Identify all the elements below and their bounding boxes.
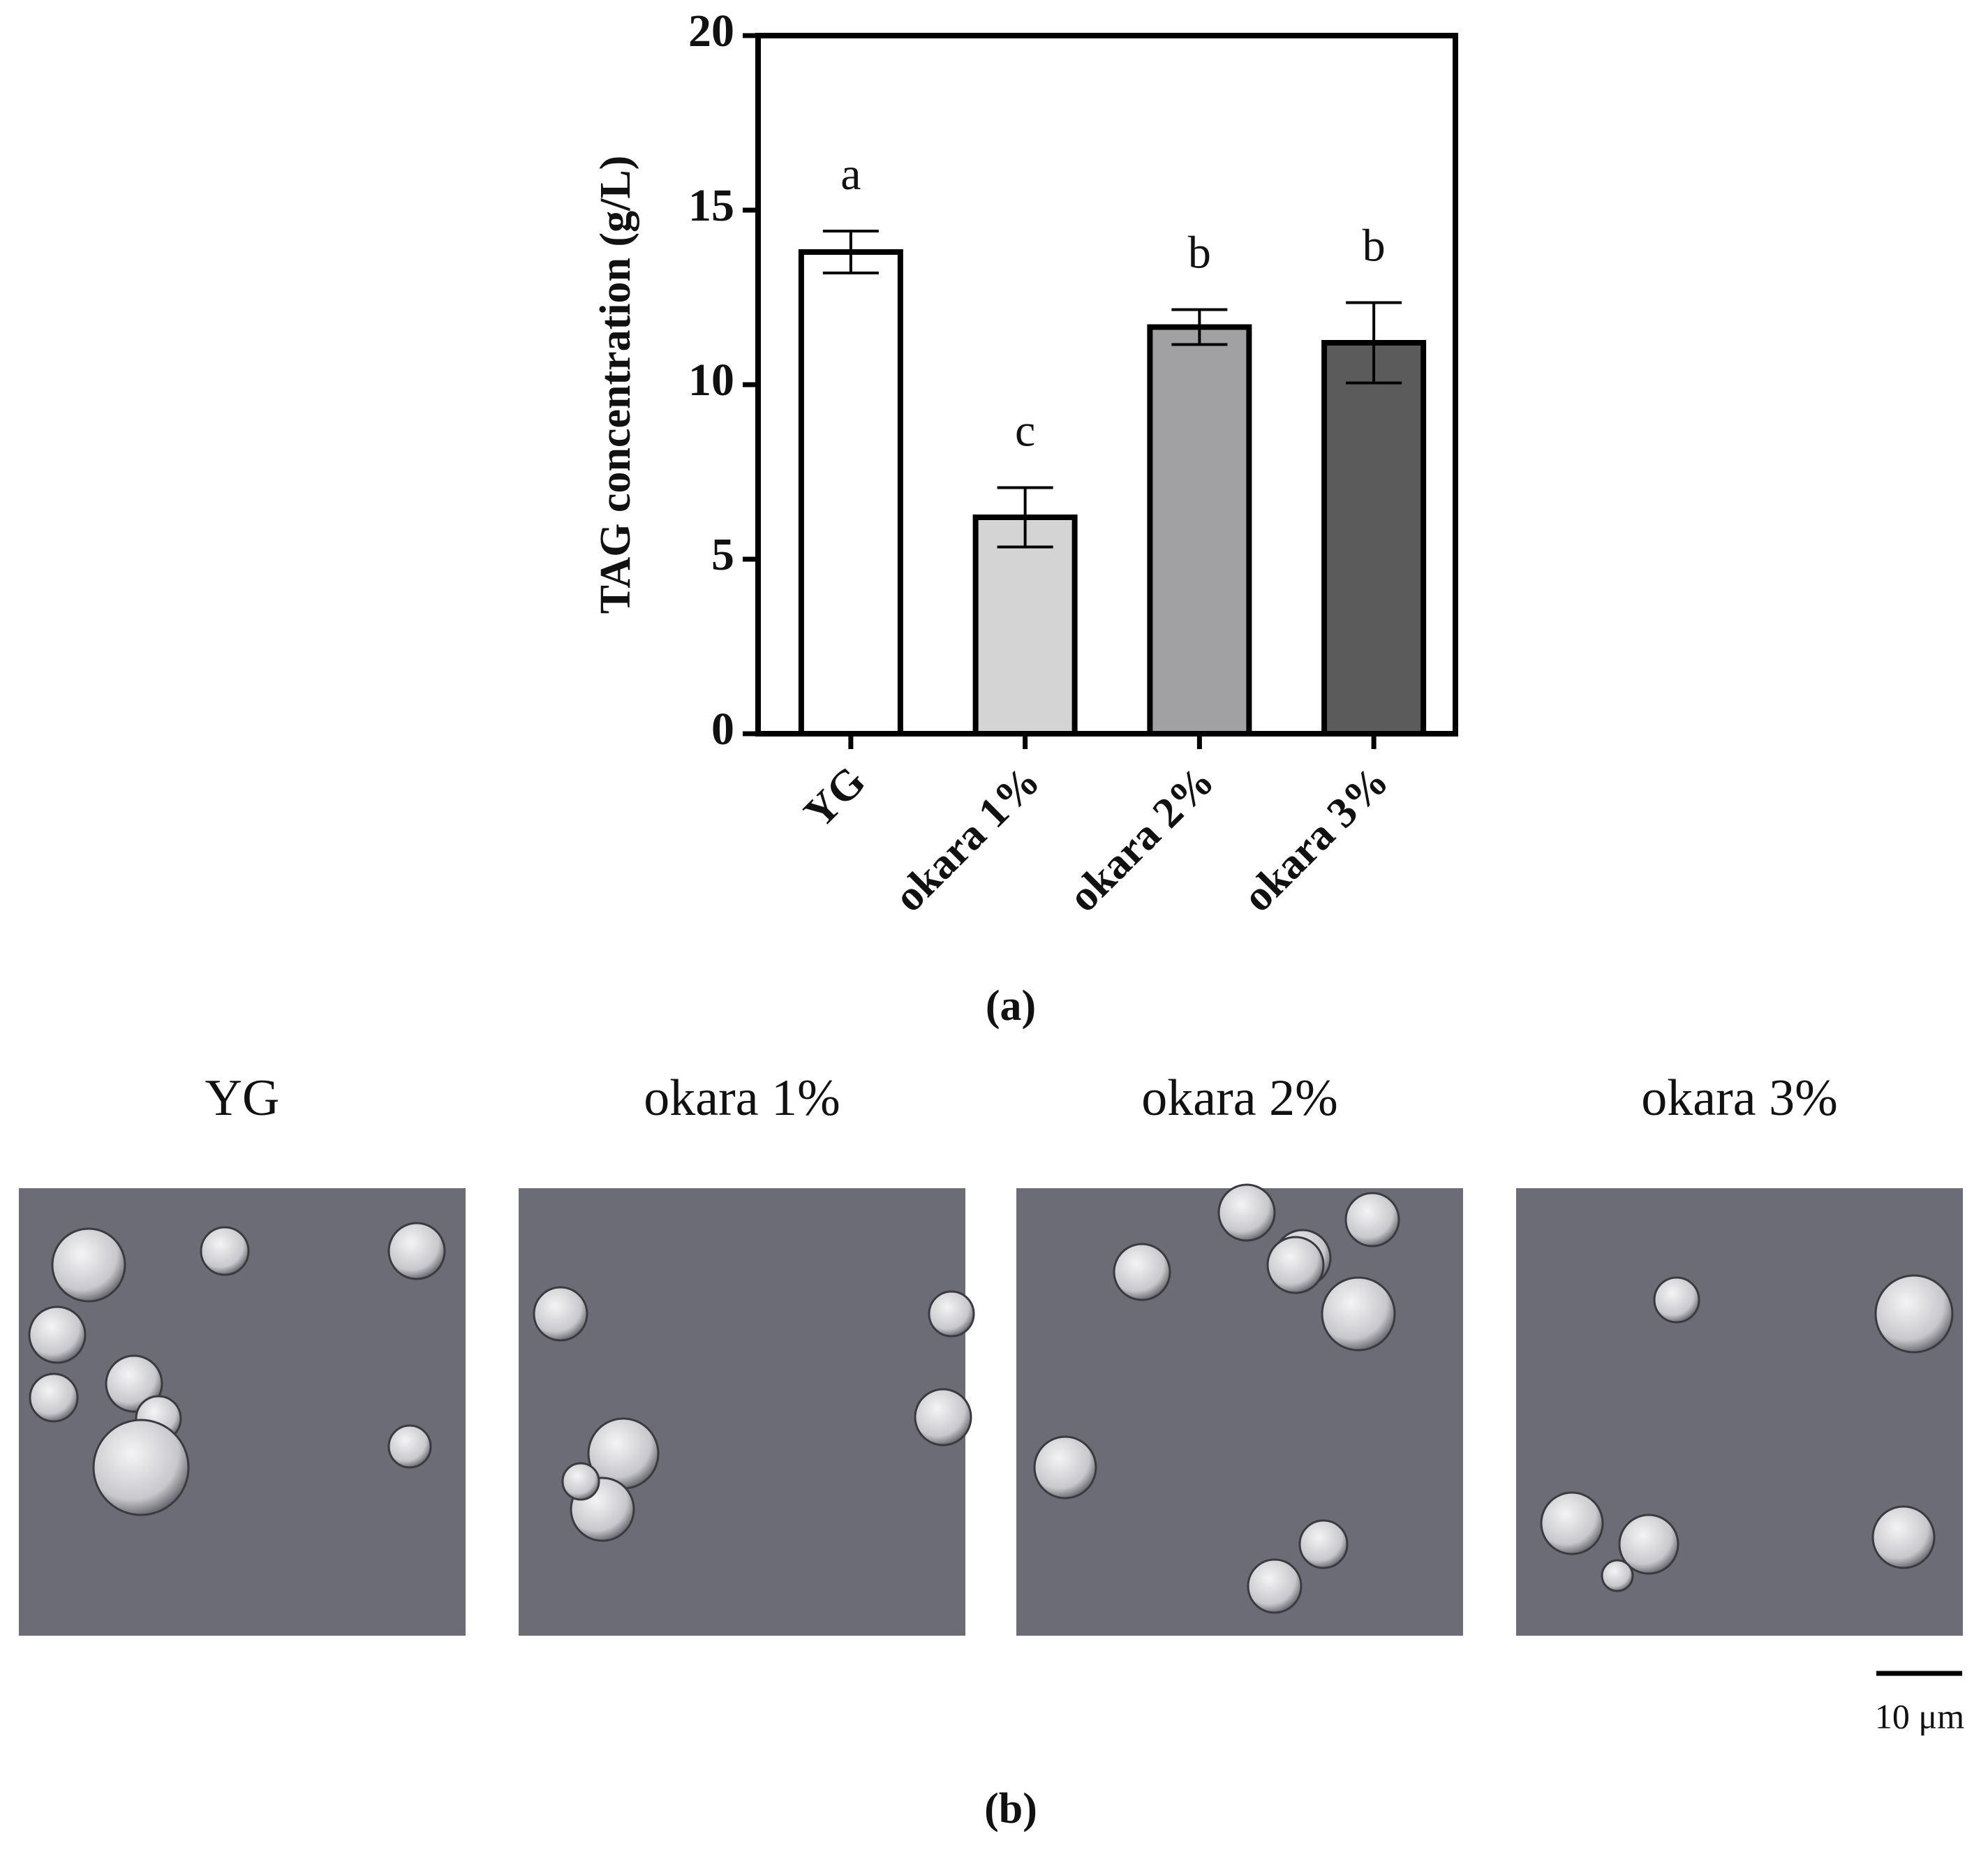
cell xyxy=(1247,1558,1303,1614)
x-tick-label: okara 1% xyxy=(885,757,1048,921)
micrograph xyxy=(519,1188,965,1636)
significance-letter: b xyxy=(1188,228,1211,279)
bar xyxy=(972,515,1078,737)
micrograph-title: okara 3% xyxy=(1641,1070,1837,1127)
error-bar xyxy=(1346,301,1402,385)
micrograph-title: okara 1% xyxy=(644,1070,840,1127)
cell xyxy=(1298,1519,1349,1569)
cell xyxy=(1618,1514,1679,1575)
micrograph xyxy=(1516,1188,1963,1636)
y-tick-label: 10 xyxy=(688,355,734,406)
cell xyxy=(1033,1435,1097,1500)
micrographs: YG okara 1% okara 2% okara 3% xyxy=(19,1070,1963,1636)
significance-letter: c xyxy=(1015,406,1035,457)
bar xyxy=(798,249,903,737)
cell xyxy=(51,1227,126,1303)
bar xyxy=(1147,324,1252,737)
chart: 0 5 10 15 20 TAG concentration (g/L) YG a okara … xyxy=(592,6,1458,921)
cell xyxy=(1266,1236,1325,1294)
cell xyxy=(1344,1192,1400,1248)
cell xyxy=(1653,1276,1700,1324)
micrograph xyxy=(1016,1188,1463,1636)
significance-letter: a xyxy=(840,149,861,200)
y-tick-label: 15 xyxy=(688,180,734,231)
cell xyxy=(1874,1274,1954,1354)
significance-letter: b xyxy=(1363,221,1386,272)
x-tick-label: okara 3% xyxy=(1234,757,1397,921)
cell xyxy=(28,1305,87,1364)
y-tick-label: 20 xyxy=(688,6,734,57)
micrograph-title: YG xyxy=(205,1070,280,1127)
cell xyxy=(1601,1559,1634,1592)
x-tick-label: okara 2% xyxy=(1060,757,1223,921)
cell xyxy=(533,1286,588,1342)
y-tick-label: 5 xyxy=(711,529,734,580)
panel-label: (b) xyxy=(984,1785,1037,1833)
cell xyxy=(105,1354,163,1413)
cell xyxy=(387,1424,432,1469)
cell xyxy=(200,1226,250,1276)
micrograph-title: okara 2% xyxy=(1141,1070,1337,1127)
y-axis-label: TAG concentration (g/L) xyxy=(592,156,639,614)
cell xyxy=(1217,1183,1276,1242)
error-bar xyxy=(1171,308,1228,346)
scale-bar-label: 10 μm xyxy=(1875,1696,1964,1736)
cell xyxy=(914,1388,972,1447)
error-bar xyxy=(822,230,879,274)
cell xyxy=(92,1419,190,1516)
cell xyxy=(387,1222,446,1280)
y-tick-label: 0 xyxy=(711,704,734,755)
panel-label: (a) xyxy=(986,982,1036,1030)
error-bar xyxy=(997,486,1053,549)
bar xyxy=(1321,340,1427,737)
plot-frame xyxy=(755,33,1458,737)
cell xyxy=(561,1462,600,1501)
cell xyxy=(1540,1491,1604,1555)
x-tick-label: YG xyxy=(795,757,875,837)
cell xyxy=(1321,1276,1396,1352)
cell xyxy=(928,1290,975,1338)
cell xyxy=(1113,1243,1171,1301)
cell xyxy=(29,1373,79,1423)
cell xyxy=(1871,1505,1936,1569)
